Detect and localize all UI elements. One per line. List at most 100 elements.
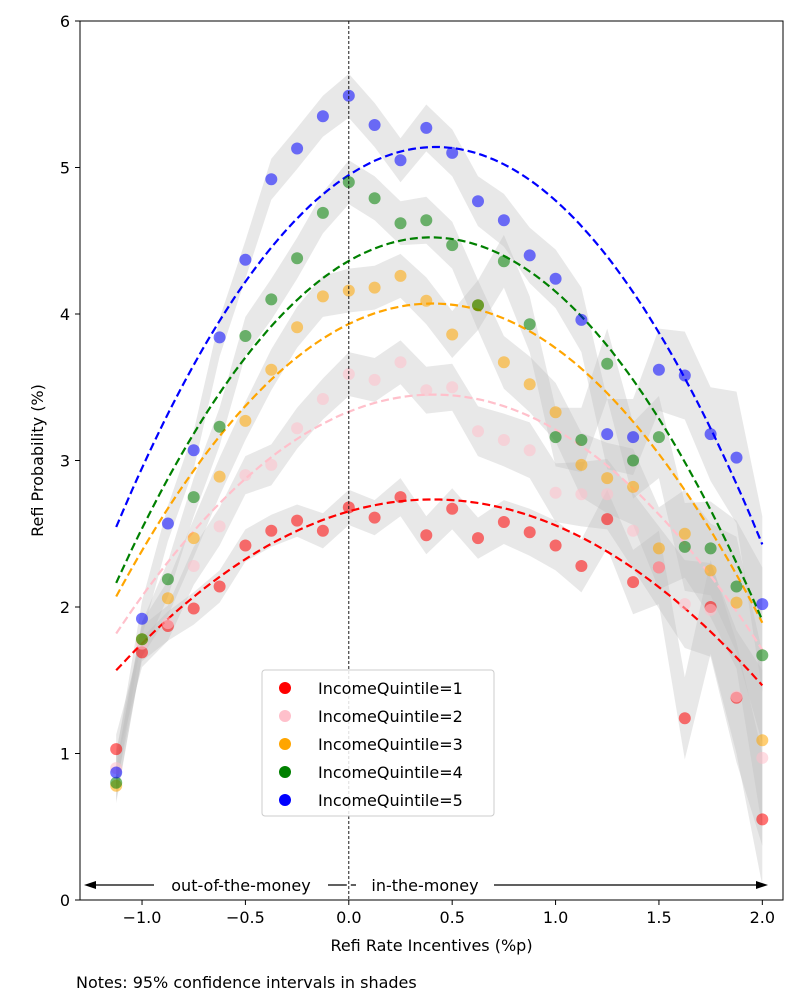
point-q1-5 [239, 539, 252, 552]
point-q5-2 [161, 517, 174, 530]
point-q2-22 [678, 598, 691, 611]
point-q1-10 [368, 511, 381, 524]
point-q5-14 [472, 195, 484, 208]
point-q1-22 [678, 712, 691, 725]
point-q4-2 [161, 573, 174, 586]
point-q4-15 [497, 255, 510, 268]
point-q1-11 [394, 491, 407, 504]
point-q4-19 [601, 357, 614, 370]
x-axis-ticks: −1.0 −0.5 0.0 0.5 1.0 1.5 2.0 [123, 900, 775, 927]
chart-note: Notes: 95% confidence intervals in shade… [76, 973, 417, 992]
point-q1-14 [472, 532, 484, 545]
point-q2-8 [316, 393, 329, 405]
y-tick-label: 1 [60, 745, 70, 764]
point-q5-7 [291, 142, 304, 155]
point-q5-23 [704, 428, 717, 441]
legend-box [261, 669, 495, 817]
point-q1-13 [446, 502, 459, 515]
point-q2-12 [420, 384, 433, 397]
x-tick-label: 2.0 [750, 908, 775, 927]
data-points [110, 89, 769, 826]
x-tick-label: 1.5 [646, 908, 671, 927]
legend: IncomeQuintile=1 IncomeQuintile=2 IncomeQu… [261, 669, 495, 817]
point-q3-5 [239, 414, 252, 427]
y-tick-label: 0 [60, 891, 70, 910]
point-q3-21 [652, 542, 665, 555]
legend-label-1: IncomeQuintile=1 [318, 679, 463, 698]
left-arrow-head [84, 881, 96, 889]
point-q2-21 [652, 561, 665, 574]
y-tick-label: 2 [60, 598, 70, 617]
point-q5-5 [239, 253, 252, 266]
point-q2-23 [704, 603, 717, 616]
point-q5-21 [652, 363, 665, 376]
point-q5-15 [497, 214, 510, 227]
point-q2-10 [368, 373, 381, 386]
point-q1-3 [187, 602, 200, 615]
point-q4-17 [549, 431, 562, 444]
point-q1-18 [575, 560, 588, 572]
point-q3-4 [213, 470, 226, 483]
point-q2-15 [497, 434, 510, 446]
x-tick-label: 1.0 [543, 908, 568, 927]
point-q2-25 [756, 751, 769, 764]
ci-band-2 [116, 340, 763, 846]
point-q5-12 [420, 121, 433, 134]
point-q2-11 [394, 356, 407, 369]
point-q1-7 [291, 514, 304, 527]
legend-items: IncomeQuintile=1 IncomeQuintile=2 IncomeQu… [279, 679, 463, 810]
point-q1-25 [756, 813, 769, 826]
point-q5-22 [678, 369, 691, 382]
point-q4-18 [575, 434, 588, 446]
point-q4-25 [756, 649, 769, 662]
legend-label-3: IncomeQuintile=3 [318, 735, 463, 754]
point-q3-17 [549, 406, 562, 419]
point-q3-15 [497, 356, 510, 369]
fit-curve-4 [115, 236, 764, 621]
in-the-money-label: in-the-money [371, 876, 478, 895]
point-q5-8 [316, 110, 329, 123]
y-tick-label: 3 [60, 452, 70, 471]
point-q5-9 [342, 89, 355, 102]
point-q1-17 [549, 539, 562, 552]
legend-label-2: IncomeQuintile=2 [318, 707, 463, 726]
legend-marker-1 [279, 682, 291, 694]
point-q4-11 [394, 217, 407, 230]
left-annotation-bg [154, 875, 328, 895]
point-q3-2 [161, 592, 174, 605]
legend-label-5: IncomeQuintile=5 [318, 791, 463, 810]
point-q4-5 [239, 330, 252, 342]
point-q5-13 [446, 146, 459, 159]
money-annotations: out-of-the-money in-the-money [84, 875, 768, 895]
point-q3-16 [523, 378, 536, 391]
point-q1-19 [601, 513, 614, 526]
point-q5-16 [523, 249, 536, 262]
point-q3-12 [420, 294, 433, 307]
point-q3-22 [678, 527, 691, 540]
point-q4-0 [110, 776, 123, 789]
point-q4-14 [472, 299, 484, 312]
point-q5-25 [756, 598, 769, 611]
point-q4-7 [291, 252, 304, 265]
point-q2-17 [549, 486, 562, 499]
point-q4-1 [136, 633, 148, 646]
point-q3-20 [627, 480, 640, 493]
point-q3-6 [265, 363, 278, 376]
point-q2-2 [161, 617, 174, 630]
point-q4-10 [368, 192, 381, 205]
point-q1-15 [497, 516, 510, 528]
point-q1-6 [265, 524, 278, 537]
point-q5-17 [549, 272, 562, 285]
y-axis-label: Refi Probability (%) [28, 384, 47, 537]
point-q4-4 [213, 420, 226, 433]
point-q5-0 [110, 766, 123, 779]
point-q4-3 [187, 491, 200, 504]
point-q5-1 [136, 612, 148, 625]
point-q3-11 [394, 269, 407, 282]
y-tick-label: 4 [60, 305, 70, 324]
point-q1-4 [213, 580, 226, 593]
point-q3-23 [704, 564, 717, 577]
y-tick-label: 6 [60, 12, 70, 31]
point-q2-19 [601, 488, 614, 501]
